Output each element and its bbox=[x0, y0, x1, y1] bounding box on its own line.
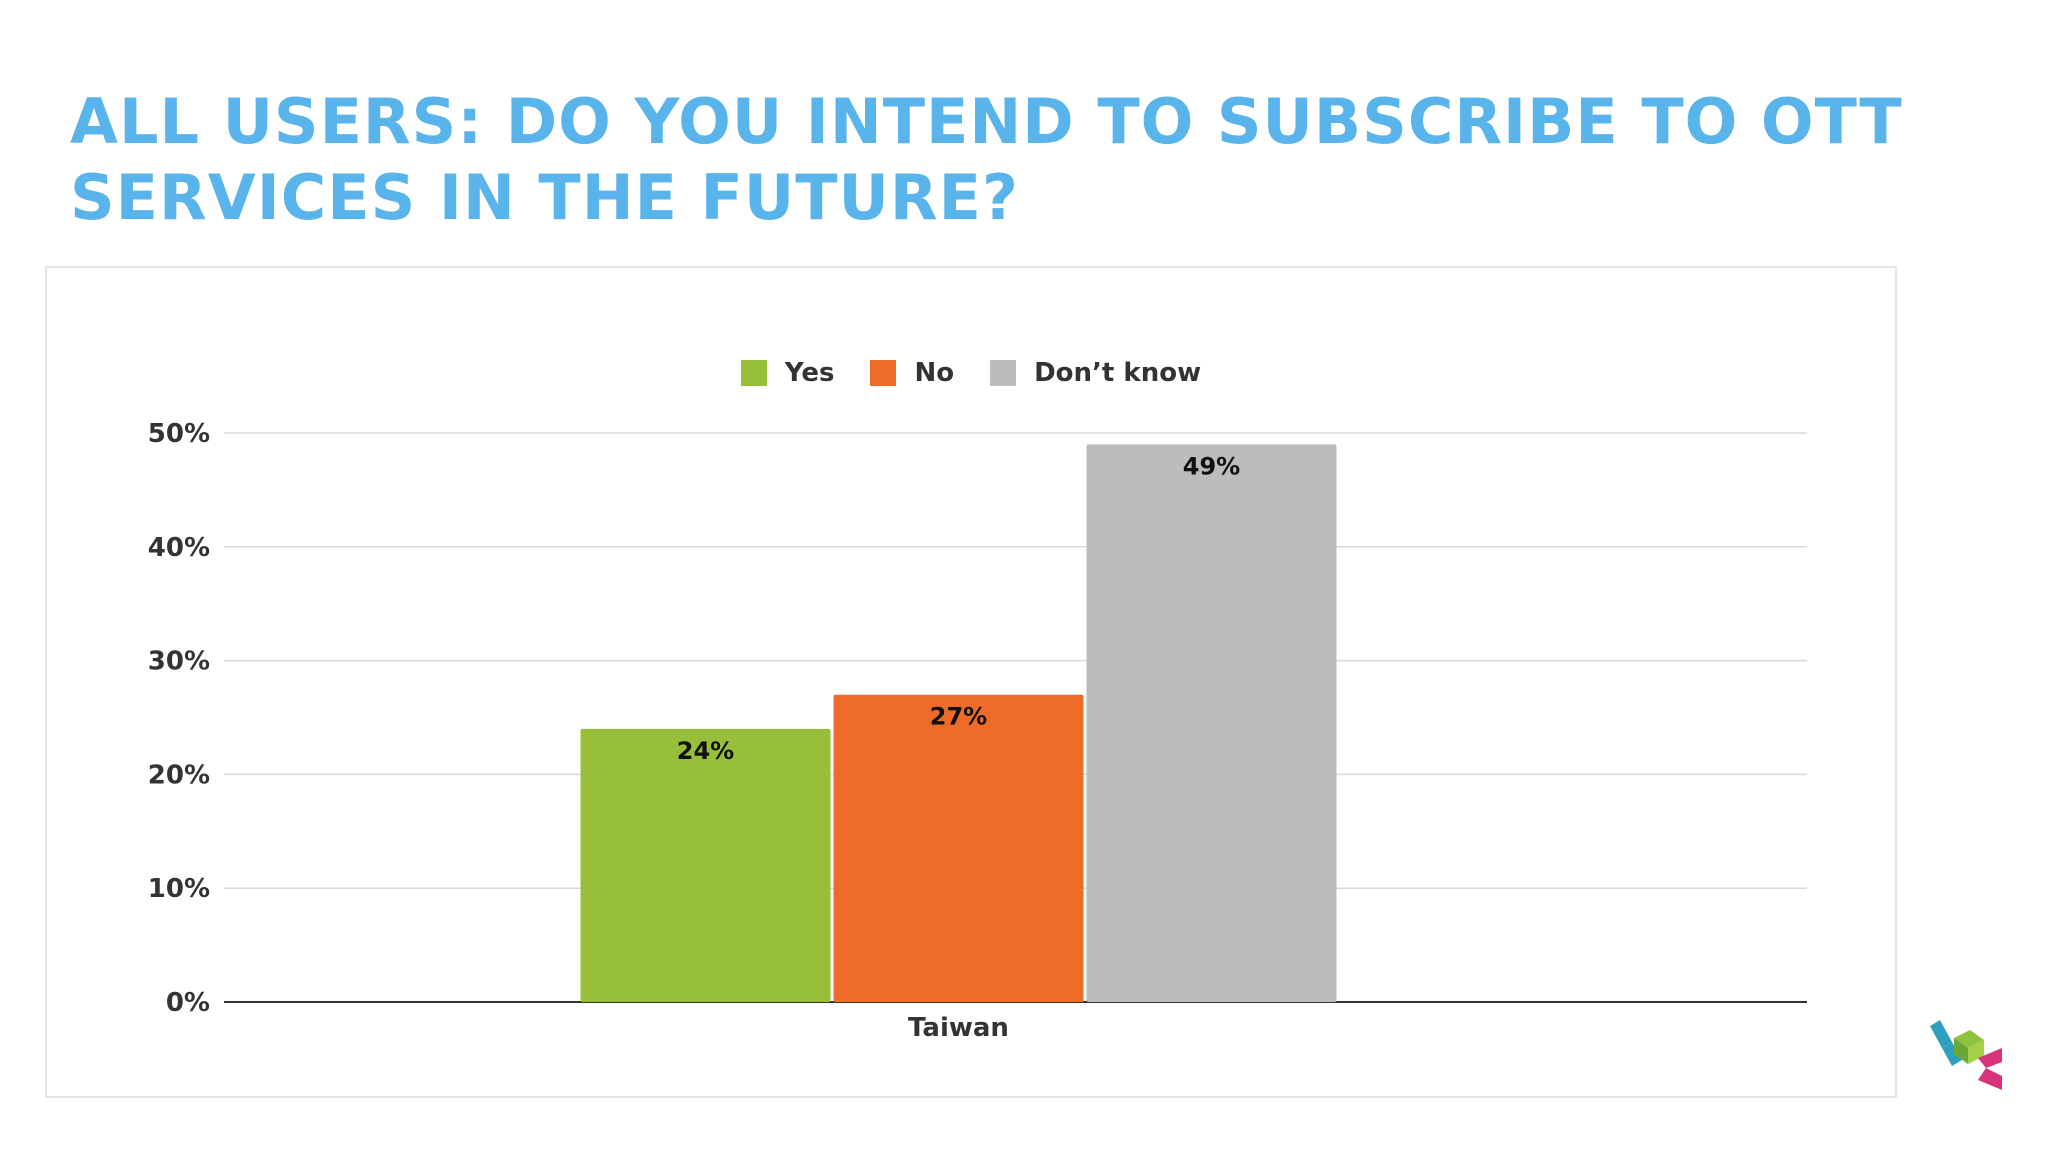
legend-label-no: No bbox=[914, 358, 955, 388]
legend-swatch-dont-know bbox=[990, 360, 1017, 386]
x-category-label: Taiwan bbox=[908, 1013, 1009, 1043]
data-label: 49% bbox=[1183, 452, 1240, 480]
legend-label-dont-know: Don’t know bbox=[1034, 358, 1202, 388]
y-tick-label: 40% bbox=[148, 533, 210, 563]
bar-don-t-know bbox=[1086, 444, 1337, 1002]
y-tick-label: 20% bbox=[148, 760, 210, 790]
y-tick-label: 30% bbox=[148, 647, 210, 677]
data-label: 27% bbox=[930, 703, 987, 731]
slide-title: ALL USERS: DO YOU INTEND TO SUBSCRIBE TO… bbox=[70, 85, 1903, 234]
bar-yes bbox=[580, 728, 831, 1002]
legend-swatch-yes bbox=[740, 360, 767, 386]
y-tick-label: 0% bbox=[166, 988, 210, 1018]
legend-item-dont-know: Don’t know bbox=[990, 358, 1201, 388]
data-label: 24% bbox=[677, 737, 734, 765]
company-logo-icon bbox=[1930, 1020, 2002, 1090]
y-tick-label: 50% bbox=[148, 419, 210, 449]
legend-label-yes: Yes bbox=[784, 358, 835, 388]
bar-chart: 0% 10% 20% 30% 40% 50% 24% 27% 49% Taiwan bbox=[148, 419, 1807, 1043]
legend-swatch-no bbox=[870, 360, 897, 386]
y-tick-label: 10% bbox=[148, 874, 210, 904]
chart-panel: Yes No Don’t know 0% 10% 20% 30% 40% 50% 24% 27… bbox=[45, 266, 1897, 1098]
legend-item-yes: Yes bbox=[740, 358, 835, 388]
bar-no bbox=[833, 694, 1084, 1002]
legend-item-no: No bbox=[870, 358, 954, 388]
chart-legend: Yes No Don’t know bbox=[47, 358, 1895, 388]
